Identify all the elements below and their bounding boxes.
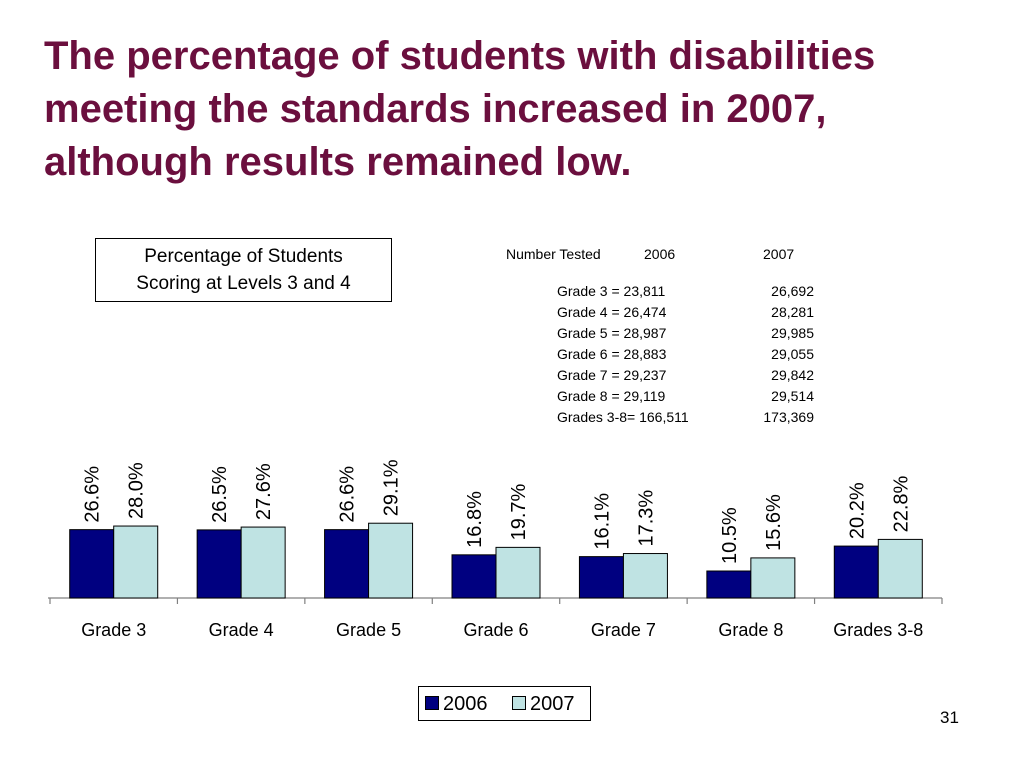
number-tested-grade: Grade 3 = 23,811 (557, 283, 666, 299)
data-label: 20.2% (846, 482, 868, 539)
x-tick-label: Grades 3-8 (833, 620, 923, 640)
data-label: 22.8% (890, 475, 912, 532)
chart-title-line-2: Scoring at Levels 3 and 4 (136, 273, 351, 294)
number-tested-2007-value: 29,985 (771, 325, 814, 341)
number-tested-2007-value: 26,692 (771, 283, 814, 299)
number-tested-row: Grade 4 = 26,474 28,281 (557, 302, 837, 323)
bar-2007-grade-8 (750, 557, 796, 599)
data-label: 15.6% (763, 494, 785, 551)
data-label: 16.1% (591, 493, 613, 550)
number-tested-table: Grade 3 = 23,811 26,692 Grade 4 = 26,474 28… (557, 281, 837, 428)
bar-2007-grade-6 (495, 546, 541, 599)
chart-legend: 2006 2007 (418, 686, 591, 721)
number-tested-col-2007: 2007 (763, 246, 795, 262)
number-tested-row: Grades 3-8= 166,511 173,369 (557, 407, 837, 428)
x-tick-label: Grade 4 (209, 620, 274, 640)
x-tick-label: Grade 7 (591, 620, 656, 640)
bar-2006-grade-6 (451, 554, 497, 599)
legend-label-2006: 2006 (443, 693, 488, 715)
number-tested-row: Grade 6 = 28,883 29,055 (557, 344, 837, 365)
bar-2006-grade-5 (324, 529, 370, 599)
bar-2007-grades-3-8 (877, 538, 923, 599)
number-tested-2007-value: 29,055 (771, 346, 814, 362)
number-tested-grade: Grade 7 = 29,237 (557, 367, 667, 383)
number-tested-2007-value: 29,514 (771, 388, 814, 404)
bar-2006-grades-3-8 (833, 545, 879, 599)
number-tested-2007-value: 173,369 (763, 409, 814, 425)
number-tested-grade: Grades 3-8= 166,511 (557, 409, 689, 425)
number-tested-grade: Grade 4 = 26,474 (557, 304, 667, 320)
number-tested-2007-value: 28,281 (771, 304, 814, 320)
number-tested-row: Grade 3 = 23,811 26,692 (557, 281, 837, 302)
data-label: 26.5% (209, 466, 231, 523)
number-tested-grade: Grade 5 = 28,987 (557, 325, 667, 341)
chart-title-line-1: Percentage of Students (144, 246, 343, 267)
legend-label-2007: 2007 (530, 693, 575, 715)
data-label: 16.8% (464, 491, 486, 548)
page-number: 31 (940, 708, 959, 727)
bar-2006-grade-8 (706, 570, 752, 599)
legend-item-2007: 2007 (512, 693, 575, 716)
bar-2006-grade-7 (578, 556, 624, 599)
number-tested-grade: Grade 6 = 28,883 (557, 346, 667, 362)
x-tick-label: Grade 8 (718, 620, 783, 640)
data-label: 29.1% (381, 459, 403, 516)
bar-2007-grade-3 (113, 525, 159, 599)
legend-item-2006: 2006 (425, 693, 488, 716)
bar-2006-grade-3 (69, 529, 115, 599)
data-label: 28.0% (126, 462, 148, 519)
data-label: 26.6% (82, 466, 104, 523)
bar-2007-grade-4 (240, 526, 286, 599)
bar-2007-grade-5 (368, 522, 414, 599)
number-tested-label: Number Tested (506, 246, 601, 262)
x-tick-label: Grade 5 (336, 620, 401, 640)
chart-title-box: Percentage of Students Scoring at Levels… (95, 238, 392, 302)
data-label: 10.5% (719, 507, 741, 564)
number-tested-row: Grade 5 = 28,987 29,985 (557, 323, 837, 344)
data-label: 19.7% (508, 483, 530, 540)
slide-title: The percentage of students with disabili… (44, 34, 876, 184)
number-tested-row: Grade 8 = 29,119 29,514 (557, 386, 837, 407)
legend-swatch-2007 (512, 695, 526, 710)
data-label: 27.6% (253, 463, 275, 520)
bar-2006-grade-4 (196, 529, 242, 599)
data-label: 17.3% (635, 490, 657, 547)
x-tick-label: Grade 6 (463, 620, 528, 640)
number-tested-grade: Grade 8 = 29,119 (557, 388, 666, 404)
number-tested-col-2006: 2006 (644, 246, 676, 262)
number-tested-row: Grade 7 = 29,237 29,842 (557, 365, 837, 386)
number-tested-2007-value: 29,842 (771, 367, 814, 383)
data-label: 26.6% (337, 466, 359, 523)
bar-2007-grade-7 (622, 553, 668, 599)
x-tick-label: Grade 3 (81, 620, 146, 640)
legend-swatch-2006 (425, 695, 439, 710)
